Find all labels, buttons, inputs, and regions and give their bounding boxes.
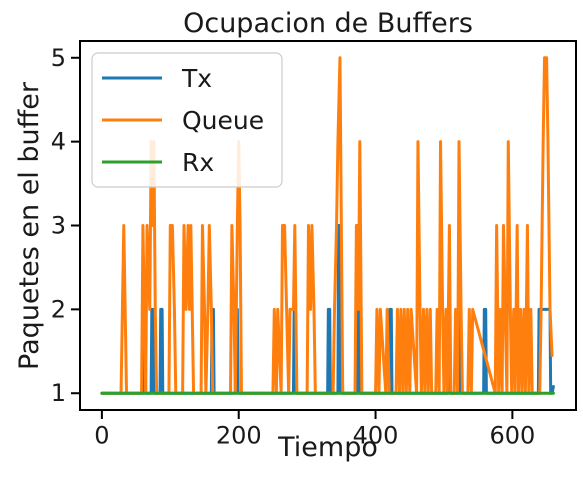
legend-box	[91, 52, 283, 188]
legend-label-rx: Rx	[182, 148, 214, 177]
y-axis: 1 2 3 4 5	[51, 44, 80, 407]
x-tick-label: 600	[489, 422, 535, 450]
x-tick-label: 400	[353, 422, 399, 450]
x-axis-label: Tiempo	[277, 432, 378, 463]
y-tick-label: 3	[51, 212, 66, 240]
y-tick-label: 5	[51, 44, 66, 72]
series-layer	[100, 56, 555, 395]
y-tick-label: 4	[51, 128, 66, 156]
legend: Tx Queue Rx	[91, 52, 283, 188]
legend-label-queue: Queue	[182, 106, 264, 135]
y-tick-label: 2	[51, 295, 66, 323]
x-tick-label: 200	[216, 422, 262, 450]
chart-title: Ocupacion de Buffers	[183, 8, 473, 39]
legend-label-tx: Tx	[181, 64, 212, 93]
y-tick-label: 1	[51, 379, 66, 407]
x-axis: 0 200 400 600	[94, 410, 535, 450]
y-axis-label: Paquetes en el buffer	[14, 81, 45, 370]
x-tick-label: 0	[94, 422, 109, 450]
